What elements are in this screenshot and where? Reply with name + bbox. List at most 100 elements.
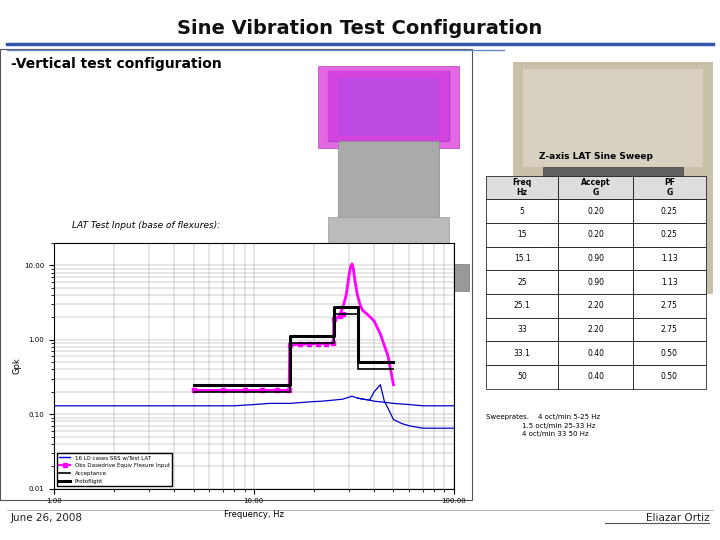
Obs Dasedrive Equiv Flexure Input xyxy=(284,387,293,394)
16 LO cases SRS w/Test LAT xyxy=(230,402,239,409)
Bar xyxy=(633,247,706,271)
Protoflight xyxy=(329,304,338,310)
Obs Dasedrive Equiv Flexure Input xyxy=(272,387,281,394)
Bar xyxy=(559,341,633,365)
Obs Dasedrive Equiv Flexure Input xyxy=(336,313,344,319)
Bar xyxy=(633,294,706,318)
16 LO cases SRS w/Test LAT xyxy=(265,400,274,407)
Text: 0.25: 0.25 xyxy=(661,206,678,215)
Obs Dasedrive Equiv Flexure Input xyxy=(295,341,304,348)
Bar xyxy=(486,294,559,318)
Bar xyxy=(633,341,706,365)
16 LO cases SRS w/Test LAT xyxy=(370,398,379,404)
Text: 0.90: 0.90 xyxy=(588,278,604,287)
16 LO cases SRS w/Test LAT xyxy=(329,397,338,403)
Text: 25: 25 xyxy=(518,278,527,287)
Acceptance xyxy=(353,311,361,318)
16 LO cases SRS w/Test LAT xyxy=(358,396,366,402)
Bar xyxy=(553,255,672,283)
Text: 0.50: 0.50 xyxy=(661,373,678,381)
16 LO cases SRS w/Test LAT xyxy=(189,402,198,409)
16 LO cases SRS w/Test LAT xyxy=(348,393,356,400)
Text: 1.13: 1.13 xyxy=(661,278,678,287)
Bar xyxy=(633,199,706,223)
Bar xyxy=(559,223,633,247)
Text: Freq
Hz: Freq Hz xyxy=(513,178,532,197)
Protoflight xyxy=(284,381,293,388)
Text: 0.40: 0.40 xyxy=(588,373,604,381)
Line: Protoflight: Protoflight xyxy=(194,307,393,384)
Text: 5: 5 xyxy=(520,206,525,215)
Text: 33.1: 33.1 xyxy=(514,349,531,357)
Bar xyxy=(328,217,449,268)
Bar xyxy=(328,71,449,140)
Text: Eliazar Ortiz: Eliazar Ortiz xyxy=(646,514,709,523)
Bar xyxy=(523,69,703,166)
Bar xyxy=(633,223,706,247)
Bar xyxy=(486,176,559,199)
Bar xyxy=(633,271,706,294)
Text: -Vertical test configuration: -Vertical test configuration xyxy=(11,57,222,71)
Bar xyxy=(338,78,439,136)
Obs Dasedrive Equiv Flexure Input xyxy=(189,387,198,394)
Bar xyxy=(328,71,449,140)
Text: 1.13: 1.13 xyxy=(661,254,678,263)
Text: 2.20: 2.20 xyxy=(588,301,604,310)
Bar xyxy=(338,140,439,222)
Text: PF
G: PF G xyxy=(664,178,675,197)
Line: Acceptance: Acceptance xyxy=(194,314,393,392)
16 LO cases SRS w/Test LAT xyxy=(342,395,351,401)
Protoflight xyxy=(354,359,362,366)
Bar xyxy=(486,318,559,341)
16 LO cases SRS w/Test LAT xyxy=(345,394,354,400)
X-axis label: Frequency, Hz: Frequency, Hz xyxy=(224,510,284,519)
Text: 0.20: 0.20 xyxy=(588,230,604,239)
Text: 33: 33 xyxy=(518,325,527,334)
16 LO cases SRS w/Test LAT xyxy=(339,396,348,402)
Text: 15: 15 xyxy=(518,230,527,239)
16 LO cases SRS w/Test LAT xyxy=(351,394,359,400)
16 LO cases SRS w/Test LAT xyxy=(389,400,397,407)
Text: 15.1: 15.1 xyxy=(514,254,531,263)
Acceptance xyxy=(389,366,397,373)
Bar xyxy=(486,271,559,294)
Obs Dasedrive Equiv Flexure Input xyxy=(219,387,228,394)
Bar xyxy=(559,199,633,223)
16 LO cases SRS w/Test LAT xyxy=(418,402,427,409)
Text: LAT Test Input (base of flexures):: LAT Test Input (base of flexures): xyxy=(72,220,220,230)
Bar xyxy=(486,223,559,247)
Bar xyxy=(486,247,559,271)
Bar xyxy=(486,199,559,223)
Bar xyxy=(633,318,706,341)
Acceptance xyxy=(189,389,198,395)
Text: 2.20: 2.20 xyxy=(588,325,604,334)
16 LO cases SRS w/Test LAT xyxy=(449,402,458,409)
Bar xyxy=(559,294,633,318)
Line: Obs Dasedrive Equiv Flexure Input: Obs Dasedrive Equiv Flexure Input xyxy=(192,313,345,392)
Obs Dasedrive Equiv Flexure Input xyxy=(339,311,348,318)
16 LO cases SRS w/Test LAT xyxy=(353,395,361,401)
16 LO cases SRS w/Test LAT xyxy=(310,399,318,405)
Legend: 16 LO cases SRS w/Test LAT, Obs Dasedrive Equiv Flexure Input, Acceptance, Proto: 16 LO cases SRS w/Test LAT, Obs Dasedriv… xyxy=(57,453,172,486)
16 LO cases SRS w/Test LAT xyxy=(329,397,338,403)
16 LO cases SRS w/Test LAT xyxy=(285,400,294,407)
Bar xyxy=(559,318,633,341)
16 LO cases SRS w/Test LAT xyxy=(300,399,309,406)
Obs Dasedrive Equiv Flexure Input xyxy=(314,340,323,347)
16 LO cases SRS w/Test LAT xyxy=(430,402,438,409)
Protoflight xyxy=(329,333,338,339)
Obs Dasedrive Equiv Flexure Input xyxy=(305,341,314,347)
Obs Dasedrive Equiv Flexure Input xyxy=(329,316,338,322)
Text: 0.40: 0.40 xyxy=(588,349,604,357)
Text: Sine Vibration Test Configuration: Sine Vibration Test Configuration xyxy=(177,19,543,38)
Acceptance xyxy=(285,340,294,347)
Bar xyxy=(633,365,706,389)
Text: 0.90: 0.90 xyxy=(588,254,604,263)
16 LO cases SRS w/Test LAT xyxy=(250,401,258,408)
Text: Sweeprates.    4 oct/min 5-25 Hz
                1.5 oct/min 25-33 Hz
          : Sweeprates. 4 oct/min 5-25 Hz 1.5 oct/mi… xyxy=(486,414,600,437)
Text: Z-axis LAT Sine Sweep: Z-axis LAT Sine Sweep xyxy=(539,152,653,160)
Text: 0.50: 0.50 xyxy=(661,349,678,357)
Bar xyxy=(633,176,706,199)
Obs Dasedrive Equiv Flexure Input xyxy=(322,340,330,347)
Protoflight xyxy=(353,304,361,310)
